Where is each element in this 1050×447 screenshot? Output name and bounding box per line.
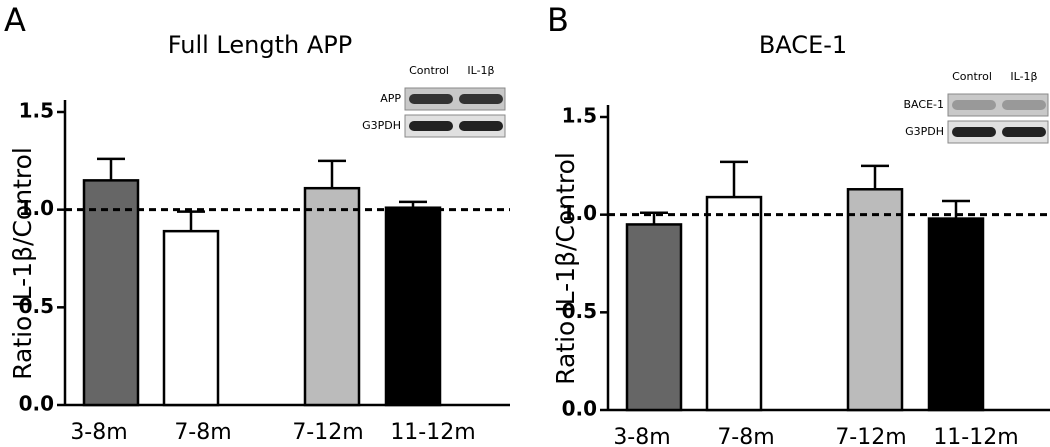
x-tick-label: 7-12m bbox=[835, 425, 906, 447]
x-tick-label: 3-8m bbox=[613, 425, 670, 447]
bar bbox=[162, 229, 220, 407]
bar bbox=[303, 186, 361, 407]
inset-column-label: IL-1β bbox=[1010, 70, 1037, 83]
y-tick-label: 1.5 bbox=[562, 104, 597, 128]
inset-column-label: Control bbox=[952, 70, 992, 83]
x-tick-label: 7-12m bbox=[292, 420, 363, 445]
inset-column-label: IL-1β bbox=[467, 64, 494, 77]
panel-letter: B bbox=[547, 1, 569, 39]
x-tick-label: 7-8m bbox=[174, 420, 231, 445]
blot-band bbox=[409, 94, 453, 104]
blot-band bbox=[952, 100, 996, 110]
bar bbox=[846, 188, 904, 412]
blot-panel bbox=[404, 114, 506, 138]
blot-panel bbox=[404, 87, 506, 111]
y-tick-label: 0.0 bbox=[562, 397, 597, 421]
inset-row-label: BACE-1 bbox=[904, 98, 944, 111]
inset-row-label: G3PDH bbox=[362, 119, 401, 132]
y-tick-label: 1.0 bbox=[562, 201, 597, 225]
blot-band bbox=[459, 121, 503, 131]
inset-row-label: APP bbox=[380, 92, 401, 105]
bar bbox=[82, 179, 140, 407]
bar bbox=[705, 195, 763, 412]
y-tick-label: 0.5 bbox=[562, 299, 597, 323]
blot-band bbox=[952, 127, 996, 137]
chart-title: BACE-1 bbox=[759, 31, 847, 59]
x-tick-label: 7-8m bbox=[717, 425, 774, 447]
panel-letter: A bbox=[4, 1, 26, 39]
bar bbox=[384, 206, 442, 407]
inset-column-label: Control bbox=[409, 64, 449, 77]
inset-row-label: G3PDH bbox=[905, 125, 944, 138]
y-tick-label: 1.5 bbox=[19, 99, 54, 123]
bar bbox=[927, 217, 985, 412]
blot-band bbox=[459, 94, 503, 104]
y-tick-label: 0.5 bbox=[19, 294, 54, 318]
blot-band bbox=[1002, 100, 1046, 110]
y-axis-label: Ratio IL-1β/Control bbox=[551, 152, 580, 385]
bar bbox=[625, 223, 683, 412]
x-tick-label: 3-8m bbox=[70, 420, 127, 445]
blot-band bbox=[1002, 127, 1046, 137]
y-tick-label: 0.0 bbox=[19, 392, 54, 416]
chart-title: Full Length APP bbox=[168, 31, 352, 59]
blot-band bbox=[409, 121, 453, 131]
y-axis-label: Ratio IL-1β/Control bbox=[8, 147, 37, 380]
x-tick-label: 11-12m bbox=[390, 420, 475, 445]
y-tick-label: 1.0 bbox=[19, 196, 54, 220]
blot-panel bbox=[947, 120, 1049, 144]
blot-panel bbox=[947, 93, 1049, 117]
x-tick-label: 11-12m bbox=[933, 425, 1018, 447]
